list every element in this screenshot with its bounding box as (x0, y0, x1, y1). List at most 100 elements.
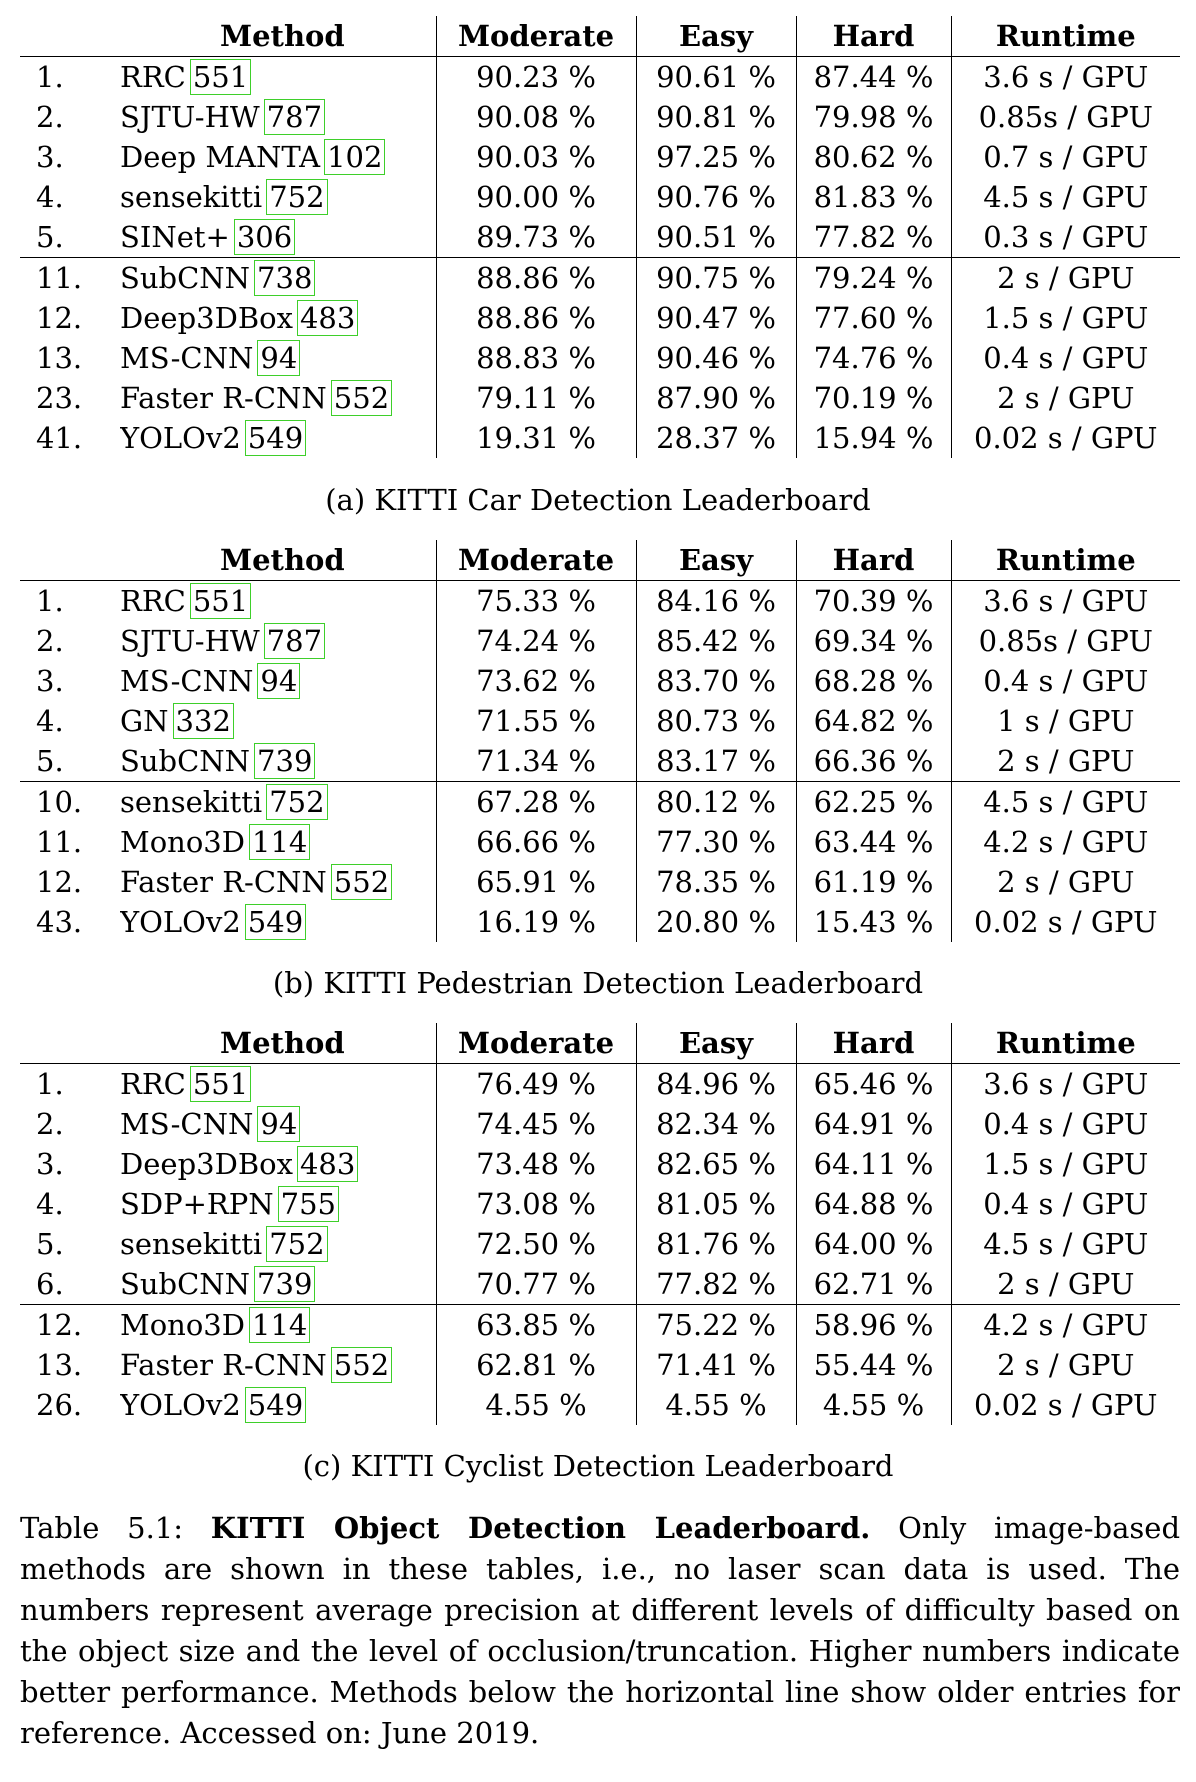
citation-link[interactable]: 483 (296, 300, 359, 336)
method-cell: sensekitti 752 (120, 781, 436, 822)
method-cell: MS-CNN 94 (120, 1104, 436, 1144)
citation-link[interactable]: 755 (277, 1186, 340, 1222)
citation-link[interactable]: 549 (244, 420, 307, 456)
table-row: 12. Mono3D 114 63.85 % 75.22 % 58.96 % 4.2 s /… (20, 1304, 1180, 1345)
table-caption-label: Table 5.1: (20, 1511, 184, 1545)
hard-cell: 63.44 % (795, 822, 951, 862)
table-row: 2. SJTU-HW 787 74.24 % 85.42 % 69.34 % 0.85s /… (20, 621, 1180, 661)
header-runtime: Runtime (950, 540, 1180, 581)
header-runtime: Runtime (950, 16, 1180, 57)
citation-link[interactable]: 551 (189, 583, 252, 619)
rank-cell: 12. (36, 865, 83, 899)
header-row: Method Moderate Easy Hard Runtime (20, 1023, 1180, 1064)
moderate-cell: 70.77 % (435, 1264, 636, 1305)
citation-link[interactable]: 552 (330, 864, 393, 900)
runtime-cell: 0.4 s / GPU (950, 1104, 1180, 1144)
citation-link[interactable]: 551 (189, 59, 252, 95)
citation-link[interactable]: 549 (244, 904, 307, 940)
table-row: 43. YOLOv2 549 16.19 % 20.80 % 15.43 % 0.02 s … (20, 902, 1180, 942)
hard-cell: 58.96 % (795, 1304, 951, 1345)
hard-cell: 15.94 % (795, 418, 951, 458)
citation-link[interactable]: 752 (266, 784, 328, 820)
moderate-cell: 71.55 % (435, 701, 636, 741)
method-name: Faster R-CNN (120, 381, 327, 415)
runtime-cell: 1.5 s / GPU (950, 298, 1180, 338)
citation-link[interactable]: 332 (172, 703, 234, 739)
citation-link[interactable]: 94 (257, 1106, 301, 1142)
hard-cell: 62.71 % (795, 1264, 951, 1305)
easy-cell: 90.61 % (635, 56, 796, 97)
citation-link[interactable]: 549 (244, 1387, 307, 1423)
table-row: 13. Faster R-CNN 552 62.81 % 71.41 % 55.44 % 2… (20, 1345, 1180, 1385)
header-moderate: Moderate (435, 1023, 636, 1064)
table-row: 12. Faster R-CNN 552 65.91 % 78.35 % 61.19 % 2… (20, 862, 1180, 902)
method-cell: SubCNN 738 (120, 257, 436, 298)
rank-cell: 1. (36, 1067, 64, 1101)
header-easy: Easy (635, 1023, 796, 1064)
method-name: Mono3D (120, 825, 245, 859)
method-cell: SJTU-HW 787 (120, 621, 436, 661)
hard-cell: 68.28 % (795, 661, 951, 701)
citation-link[interactable]: 94 (257, 663, 301, 699)
citation-link[interactable]: 94 (257, 340, 301, 376)
table-row: 1. RRC 551 75.33 % 84.16 % 70.39 % 3.6 s / GPU (20, 580, 1180, 622)
citation-link[interactable]: 752 (266, 1226, 328, 1262)
citation-link[interactable]: 102 (324, 139, 386, 175)
citation-link[interactable]: 738 (254, 260, 316, 296)
rank-cell: 1. (36, 584, 64, 618)
hard-cell: 4.55 % (795, 1385, 951, 1425)
rank-cell: 11. (36, 825, 83, 859)
easy-cell: 85.42 % (635, 621, 796, 661)
citation-link[interactable]: 552 (330, 380, 393, 416)
citation-link[interactable]: 114 (249, 824, 311, 860)
hard-cell: 15.43 % (795, 902, 951, 942)
cyclist-leaderboard-caption: (c) KITTI Cyclist Detection Leaderboard (302, 1449, 894, 1483)
citation-link[interactable]: 552 (330, 1347, 393, 1383)
method-cell: Deep3DBox 483 (120, 1144, 436, 1184)
citation-link[interactable]: 114 (249, 1307, 311, 1343)
header-easy: Easy (635, 16, 796, 57)
header-rank (20, 1023, 120, 1064)
moderate-cell: 62.81 % (435, 1345, 636, 1385)
runtime-cell: 0.02 s / GPU (950, 1385, 1180, 1425)
citation-link[interactable]: 787 (263, 623, 326, 659)
moderate-cell: 66.66 % (435, 822, 636, 862)
method-name: MS-CNN (120, 1107, 254, 1141)
hard-cell: 69.34 % (795, 621, 951, 661)
moderate-cell: 19.31 % (435, 418, 636, 458)
citation-link[interactable]: 483 (296, 1146, 359, 1182)
runtime-cell: 4.5 s / GPU (950, 1224, 1180, 1264)
rank-cell: 5. (36, 1227, 64, 1261)
rank-cell: 41. (36, 421, 83, 455)
rank-cell: 10. (20, 781, 120, 822)
method-name: SubCNN (120, 744, 251, 778)
rank-cell: 2. (36, 1107, 64, 1141)
method-cell: RRC 551 (120, 581, 436, 622)
method-cell: Mono3D 114 (120, 1304, 436, 1345)
table-row: 5. sensekitti 752 72.50 % 81.76 % 64.00 % 4.5 … (20, 1224, 1180, 1264)
hard-cell: 79.24 % (795, 257, 951, 298)
citation-link[interactable]: 306 (233, 219, 296, 255)
moderate-cell: 4.55 % (435, 1385, 636, 1425)
method-cell: Deep3DBox 483 (120, 298, 436, 338)
header-method: Method (120, 540, 436, 581)
header-method: Method (120, 1023, 436, 1064)
table-row: 3. Deep3DBox 483 73.48 % 82.65 % 64.11 % 1.5 s… (20, 1144, 1180, 1184)
citation-link[interactable]: 739 (254, 1266, 316, 1302)
runtime-cell: 2 s / GPU (950, 741, 1180, 782)
citation-link[interactable]: 787 (263, 99, 326, 135)
method-cell: SJTU-HW 787 (120, 97, 436, 137)
moderate-cell: 73.48 % (435, 1144, 636, 1184)
moderate-cell: 16.19 % (435, 902, 636, 942)
method-name: sensekitti (120, 180, 263, 214)
rank-cell: 3. (36, 664, 64, 698)
method-name: Deep3DBox (120, 301, 293, 335)
runtime-cell: 3.6 s / GPU (950, 580, 1180, 621)
easy-cell: 75.22 % (635, 1304, 796, 1345)
method-cell: SubCNN 739 (120, 741, 436, 782)
rank-cell: 4. (36, 704, 64, 738)
citation-link[interactable]: 551 (189, 1066, 252, 1102)
citation-link[interactable]: 739 (254, 743, 316, 779)
citation-link[interactable]: 752 (266, 179, 328, 215)
method-name: YOLOv2 (120, 421, 241, 455)
